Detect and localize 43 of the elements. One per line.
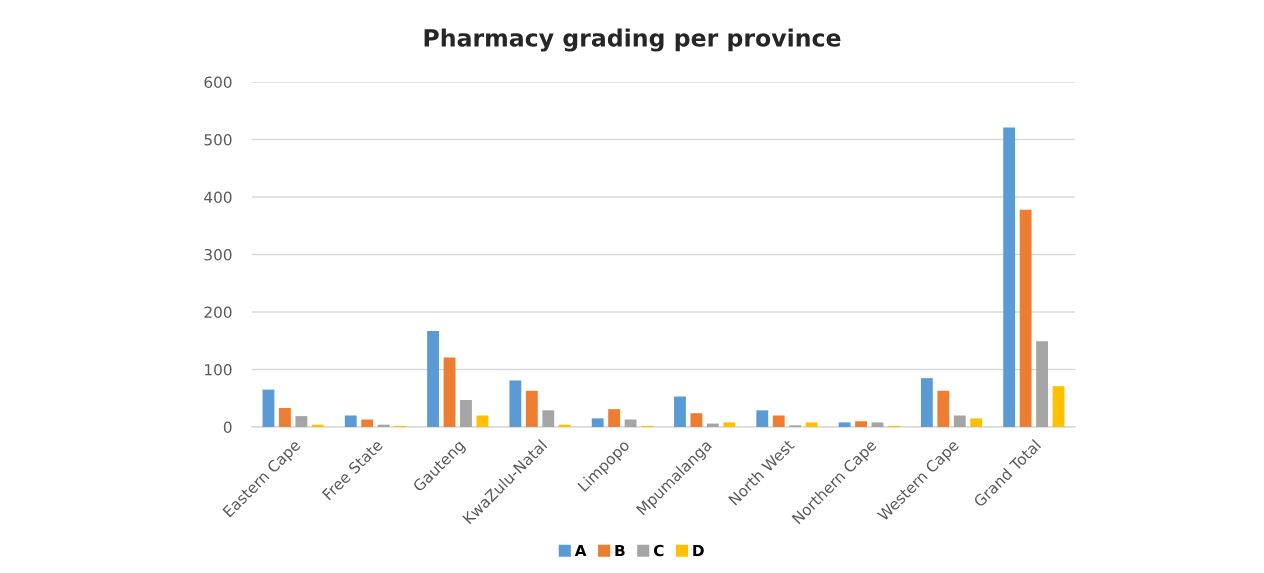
bar xyxy=(344,415,357,427)
bar xyxy=(838,422,851,427)
bar xyxy=(970,418,983,427)
y-tick-label: 200 xyxy=(204,306,232,319)
bar xyxy=(278,408,291,427)
chart-title: Pharmacy grading per province xyxy=(424,28,841,52)
bar xyxy=(591,418,604,427)
legend-label: B xyxy=(615,544,625,557)
bar xyxy=(674,396,686,427)
bar xyxy=(855,421,867,427)
bar xyxy=(1003,127,1016,427)
bar xyxy=(953,415,966,427)
bar xyxy=(443,357,456,427)
bar xyxy=(937,390,950,427)
bar xyxy=(460,399,472,427)
bar xyxy=(525,390,538,427)
bar xyxy=(361,419,374,427)
bar xyxy=(542,410,555,427)
bar xyxy=(690,413,703,427)
bar xyxy=(608,409,621,427)
legend-label: C xyxy=(653,544,664,557)
bar xyxy=(805,422,818,427)
bar xyxy=(262,389,275,427)
bar xyxy=(756,410,769,427)
legend-label: A xyxy=(574,544,587,557)
y-tick-label: 500 xyxy=(204,133,232,146)
y-tick-label: 300 xyxy=(204,248,232,261)
bar xyxy=(624,419,637,427)
bar xyxy=(427,330,439,427)
bar xyxy=(772,415,785,427)
bar xyxy=(295,416,308,427)
y-tick-label: 600 xyxy=(204,76,232,89)
bar xyxy=(1019,209,1032,427)
bar xyxy=(509,380,522,427)
bar xyxy=(871,422,884,427)
bar xyxy=(920,378,933,427)
y-tick-label: 0 xyxy=(223,421,232,434)
bar xyxy=(1036,341,1049,427)
legend-label: D xyxy=(693,544,704,557)
bar xyxy=(723,422,736,427)
bar xyxy=(1052,386,1065,427)
y-tick-label: 400 xyxy=(204,191,232,204)
y-tick-label: 100 xyxy=(205,363,232,376)
